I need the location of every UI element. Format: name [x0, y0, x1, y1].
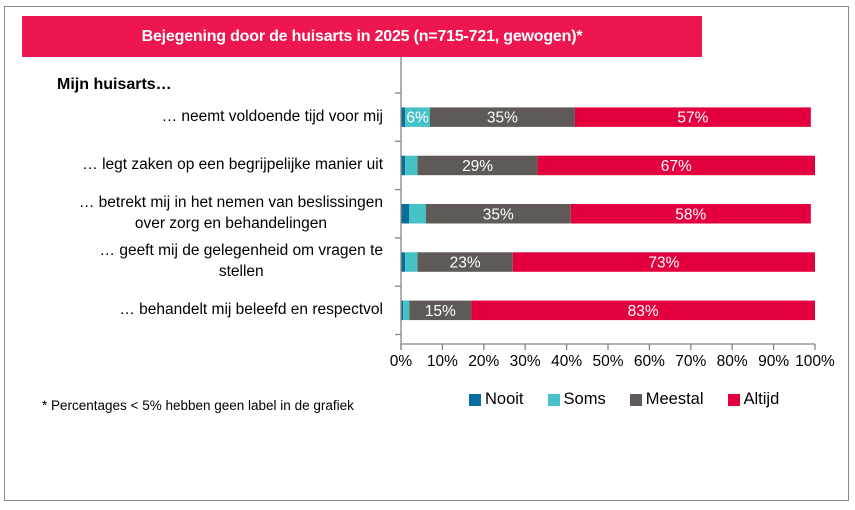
data-label: 15% — [425, 303, 456, 320]
legend-label: Meestal — [645, 390, 704, 408]
category-label: … behandelt mij beleefd en respectvol — [119, 299, 383, 320]
bar-segment-altijd — [570, 204, 811, 224]
x-tick-label: 70% — [675, 353, 706, 370]
bar-segment-meestal — [409, 300, 472, 321]
x-tick-label: 40% — [551, 353, 582, 370]
category-label-line: … betrekt mij in het nemen van beslissin… — [78, 193, 383, 211]
legend-swatch — [727, 393, 740, 406]
data-label: 35% — [483, 206, 514, 223]
data-label: 83% — [628, 303, 659, 320]
legend-item-soms: Soms — [547, 390, 606, 409]
legend-label: Altijd — [743, 390, 780, 408]
x-tick-label: 30% — [510, 353, 541, 370]
bar-segment-meestal — [417, 252, 513, 272]
x-tick-label: 10% — [427, 353, 458, 370]
category-label-line: stellen — [218, 263, 264, 281]
category-label-line: … behandelt mij beleefd en respectvol — [119, 300, 383, 318]
legend-swatch — [547, 393, 560, 406]
legend-item-meestal: Meestal — [629, 390, 704, 409]
legend-label: Soms — [563, 390, 606, 408]
bar-segment-soms — [403, 300, 410, 321]
bar-segment-nooit — [401, 300, 404, 321]
legend-swatch — [469, 393, 481, 406]
footnote: * Percentages < 5% hebben geen label in … — [42, 398, 354, 413]
x-tick-label: 100% — [795, 353, 835, 370]
category-label-line: … legt zaken op een begrijpelijke manier… — [82, 155, 383, 173]
category-label: … neemt voldoende tijd voor mij — [162, 106, 383, 127]
legend-item-nooit: Nooit — [469, 390, 524, 409]
bar-segment-nooit — [401, 252, 406, 272]
bar-segment-altijd — [537, 155, 815, 176]
legend-item-altijd: Altijd — [727, 390, 780, 409]
x-tick-label: 20% — [468, 353, 499, 370]
data-label: 67% — [661, 158, 692, 175]
x-tick-label: 80% — [717, 353, 748, 370]
chart-title: Bejegening door de huisarts in 2025 (n=7… — [141, 27, 583, 45]
bar-segment-soms — [409, 204, 426, 224]
bar-segment-nooit — [401, 107, 406, 127]
x-tick-label: 60% — [634, 353, 665, 370]
bar-segment-altijd — [471, 300, 815, 321]
x-tick-label: 50% — [592, 353, 623, 370]
category-label: … betrekt mij in het nemen van beslissin… — [79, 192, 383, 234]
category-group-heading: Mijn huisarts… — [57, 76, 172, 93]
category-label-line: over zorg en behandelingen — [134, 214, 328, 232]
bar-segment-soms — [405, 252, 418, 272]
data-label: 57% — [677, 110, 708, 127]
bar-segment-nooit — [401, 204, 410, 224]
category-label-line: … geeft mij de gelegenheid om vragen te — [99, 242, 383, 260]
category-label: … geeft mij de gelegenheid om vragen te s… — [100, 240, 383, 282]
bar-segment-soms — [405, 107, 430, 127]
bar-segment-soms — [405, 155, 418, 176]
x-tick-label: 0% — [390, 353, 413, 370]
bar-segment-nooit — [401, 155, 406, 176]
legend-swatch — [629, 393, 642, 406]
x-tick-label: 90% — [758, 353, 789, 370]
data-label: 6% — [406, 110, 429, 127]
bar-segment-altijd — [574, 107, 811, 127]
bar-segment-meestal — [417, 155, 538, 176]
data-label: 58% — [675, 206, 706, 223]
legend-label: Nooit — [485, 390, 524, 408]
bar-segment-meestal — [429, 107, 575, 127]
chart-title-banner: Bejegening door de huisarts in 2025 (n=7… — [22, 16, 702, 57]
category-label-line: … neemt voldoende tijd voor mij — [161, 107, 383, 125]
legend: Nooit Soms Meestal Altijd — [469, 390, 779, 409]
data-label: 73% — [648, 255, 679, 272]
category-label: … legt zaken op een begrijpelijke manier… — [82, 154, 383, 175]
data-label: 29% — [462, 158, 493, 175]
bar-segment-altijd — [512, 252, 815, 272]
bar-segment-meestal — [425, 204, 571, 224]
chart-frame — [4, 6, 849, 501]
data-label: 35% — [487, 110, 518, 127]
data-label: 23% — [450, 255, 481, 272]
